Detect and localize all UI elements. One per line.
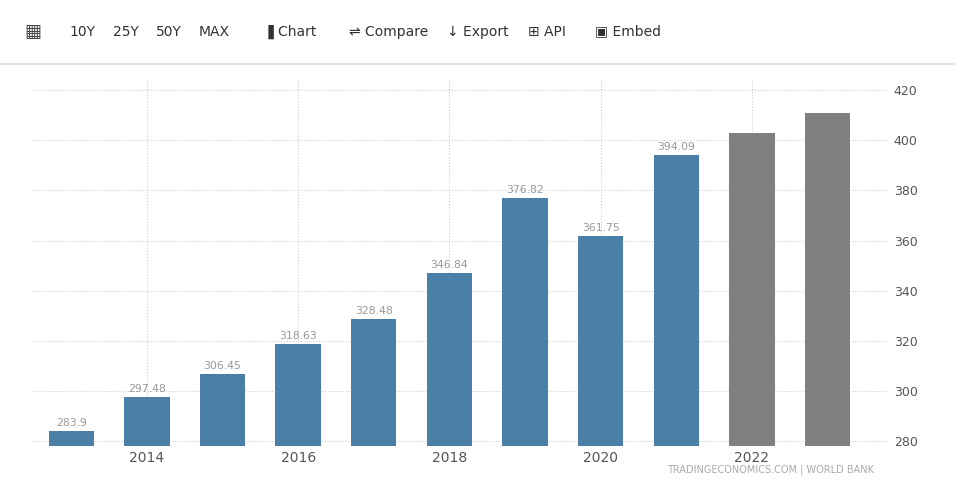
Bar: [351, 319, 396, 487]
Text: 297.48: 297.48: [128, 384, 166, 394]
Text: ▣ Embed: ▣ Embed: [595, 24, 661, 38]
Text: TRADINGECONOMICS.COM | WORLD BANK: TRADINGECONOMICS.COM | WORLD BANK: [667, 464, 874, 475]
Bar: [275, 344, 321, 487]
Text: ⇌ Compare: ⇌ Compare: [349, 24, 428, 38]
Bar: [730, 133, 775, 487]
Text: 50Y: 50Y: [156, 24, 181, 38]
Text: 328.48: 328.48: [355, 306, 393, 317]
Bar: [578, 236, 624, 487]
Text: 25Y: 25Y: [113, 24, 138, 38]
Bar: [124, 397, 170, 487]
Text: ▐ Chart: ▐ Chart: [263, 24, 316, 38]
Text: ⊞ API: ⊞ API: [528, 24, 566, 38]
Bar: [427, 273, 472, 487]
Text: 346.84: 346.84: [431, 261, 468, 270]
Bar: [653, 155, 699, 487]
Text: 318.63: 318.63: [279, 331, 317, 341]
Text: 10Y: 10Y: [70, 24, 96, 38]
Bar: [49, 431, 94, 487]
Text: MAX: MAX: [199, 24, 229, 38]
Bar: [805, 113, 850, 487]
Bar: [200, 375, 245, 487]
Bar: [502, 198, 548, 487]
Text: ▦: ▦: [24, 22, 41, 40]
Text: 394.09: 394.09: [657, 142, 695, 152]
Text: ↓ Export: ↓ Export: [447, 24, 509, 38]
Text: 361.75: 361.75: [582, 223, 620, 233]
Text: 376.82: 376.82: [506, 186, 544, 195]
Text: 283.9: 283.9: [55, 418, 87, 428]
Text: 306.45: 306.45: [203, 361, 242, 372]
